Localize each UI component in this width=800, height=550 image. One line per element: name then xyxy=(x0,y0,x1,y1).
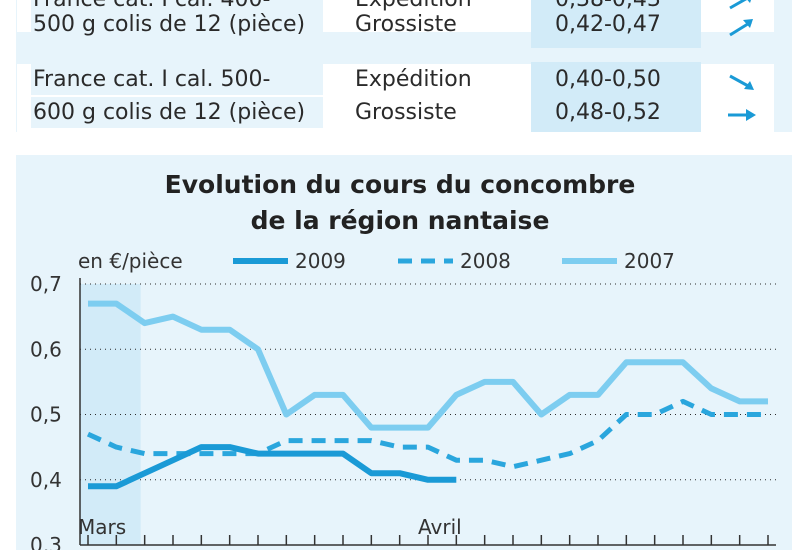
y-tick-label: 0,7 xyxy=(30,272,62,296)
price-value: 0,40-0,50 xyxy=(555,67,661,92)
price-value: 0,48-0,52 xyxy=(555,100,661,125)
trend-flat-icon xyxy=(728,109,756,121)
stage-label: Expédition xyxy=(355,0,535,15)
chart-panel xyxy=(16,155,792,550)
price-row: France cat. I cal. 400- 500 g colis de 1… xyxy=(17,0,774,48)
y-tick-label: 0,4 xyxy=(30,468,62,492)
stage-label: Expédition xyxy=(355,67,472,92)
series-line-2008 xyxy=(86,398,768,470)
trend-up-icon xyxy=(729,0,751,10)
trend-up-icon xyxy=(729,19,753,37)
price-value: 0,38-0,43 xyxy=(555,0,661,15)
product-line: 500 g colis de 12 (pièce) xyxy=(31,9,323,40)
price-cell-bg xyxy=(531,0,701,48)
y-tick-label: 0,5 xyxy=(30,403,62,427)
chart-title-line1: Evolution du cours du concombre xyxy=(164,170,636,199)
legend-label-2007: 2007 xyxy=(624,249,675,273)
stage-label: Grossiste xyxy=(355,12,457,37)
product-line: France cat. I cal. 500- xyxy=(31,64,323,95)
unit-label: en €/pièce xyxy=(78,249,183,273)
stage-label: Grossiste xyxy=(355,100,457,125)
month-label: Mars xyxy=(78,515,126,539)
price-value: 0,42-0,47 xyxy=(555,12,661,37)
legend-label-2008: 2008 xyxy=(460,249,511,273)
product-line: 600 g colis de 12 (pièce) xyxy=(31,97,323,128)
price-row: France cat. I cal. 500- 600 g colis de 1… xyxy=(17,62,774,134)
y-tick-label: 0,3 xyxy=(30,533,62,550)
price-cell-bg xyxy=(531,62,701,132)
legend-label-2009: 2009 xyxy=(295,249,346,273)
month-label: Avril xyxy=(418,515,462,539)
series-line-2007 xyxy=(88,300,768,431)
chart-title-line2: de la région nantaise xyxy=(250,206,550,235)
y-tick-label: 0,6 xyxy=(30,337,62,361)
series-line-2009 xyxy=(88,444,457,490)
trend-down-icon xyxy=(729,74,754,90)
